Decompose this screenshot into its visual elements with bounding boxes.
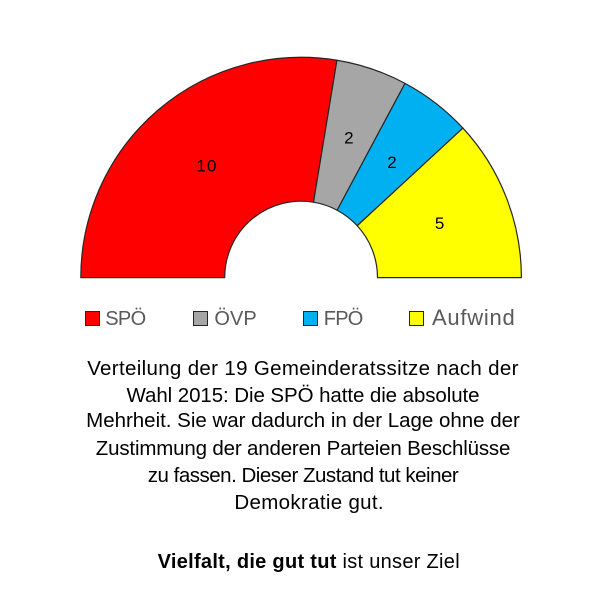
svg-text:2: 2 [344, 129, 353, 148]
svg-text:5: 5 [435, 214, 444, 233]
svg-text:10: 10 [196, 156, 217, 175]
svg-text:2: 2 [387, 153, 396, 172]
